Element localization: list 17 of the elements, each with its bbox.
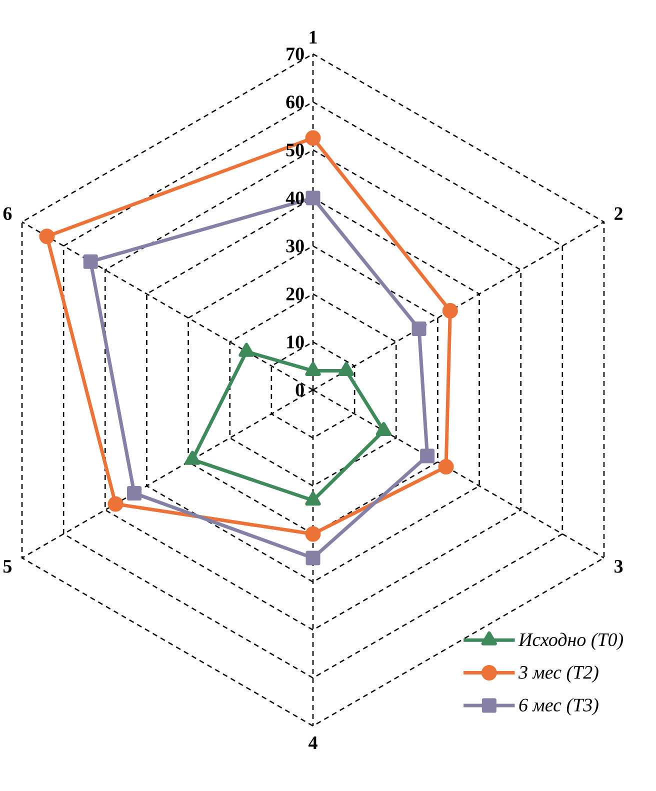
- y-tick-label: 30: [286, 240, 304, 252]
- y-tick-label: 40: [286, 192, 304, 204]
- spoke-label: 3: [614, 560, 623, 573]
- y-tick-label: 10: [287, 336, 304, 348]
- spoke-label: 1: [310, 30, 317, 44]
- spoke-label: 2: [614, 207, 622, 220]
- y-tick-label: 70: [286, 48, 304, 60]
- spoke-label: 4: [308, 736, 318, 750]
- spoke-label: 5: [3, 560, 12, 573]
- legend-label: 6 мес (Т3): [519, 698, 598, 716]
- y-tick-label: 60: [286, 96, 304, 108]
- y-tick-label: 20: [286, 288, 304, 300]
- legend-label: 3 мес (Т2): [518, 665, 598, 683]
- y-tick-label: 50: [286, 144, 304, 156]
- spoke-label: 6: [3, 207, 12, 220]
- y-tick-label: 0: [296, 384, 304, 396]
- legend-label: Исходно (Т0): [518, 632, 624, 650]
